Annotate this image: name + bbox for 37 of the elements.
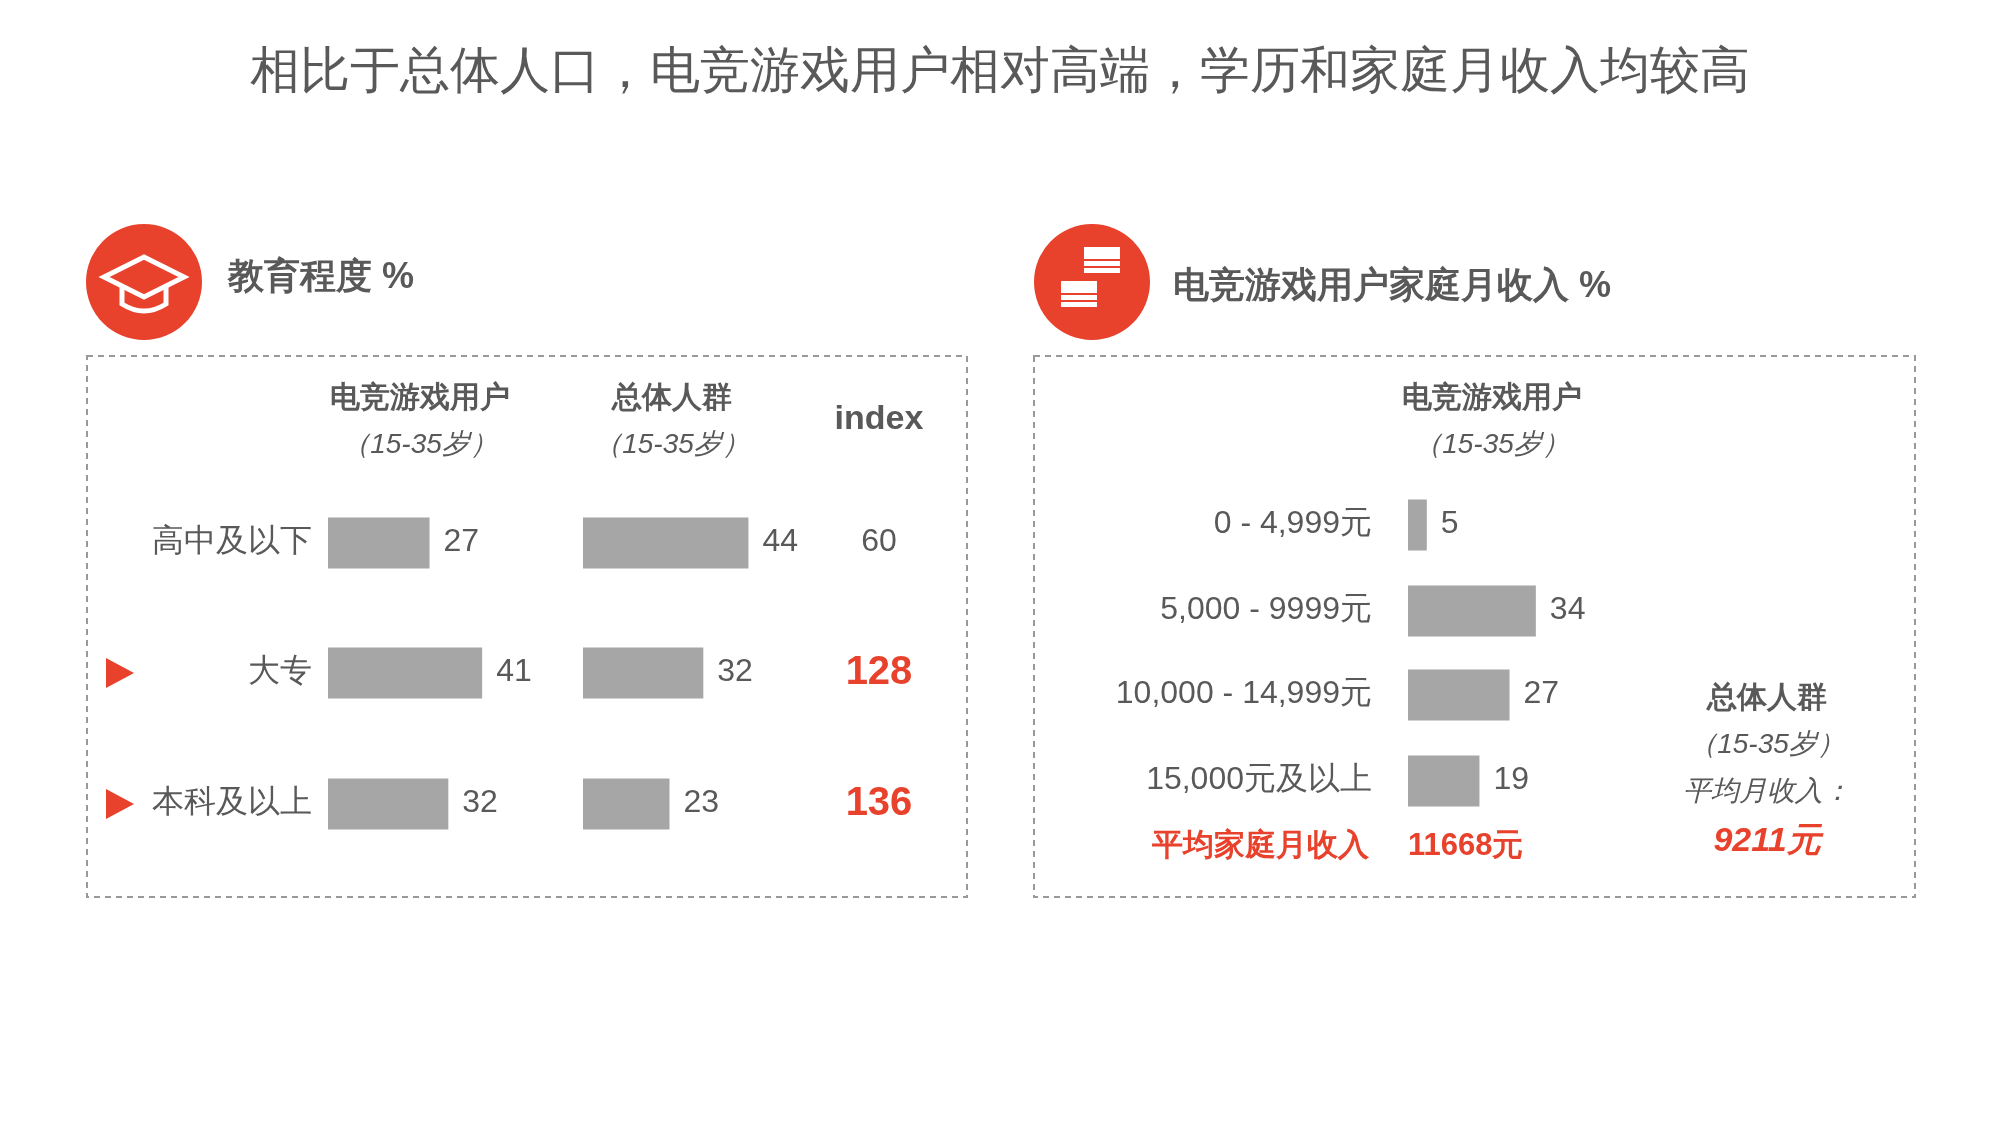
data-label: 44 [762,522,799,559]
bar [1408,499,1427,551]
text: 总体人群 [1706,679,1827,713]
y-tick-label: 高中及以下 [152,522,312,559]
y-tick-label: 15,000元及以上 [1146,760,1372,797]
series-label: 总体人群（15-35岁） [594,379,750,460]
data-label: 41 [496,652,532,689]
text: 128 [845,647,913,692]
data-label: 27 [443,522,480,559]
bar [1408,755,1480,807]
chart-title: 电竞游戏用户家庭月收入 % [1173,263,1612,305]
text: （15-35岁） [1689,728,1845,760]
text: 平均月收入： [1683,775,1851,807]
data-label: 27 [1523,674,1560,711]
chart-subtitle: 教育程度 % [227,254,415,296]
bar [1408,585,1536,637]
series-label: 电竞游戏用户（15-35岁） [330,379,510,460]
text: 相比于总体人口，电竞游戏用户相对高端，学历和家庭月收入均较高 [250,42,1750,99]
y-tick-label: 5,000 - 9999元 [1160,590,1372,627]
text: index [834,397,924,436]
data-label: 32 [717,652,753,689]
y-tick-label: 大专 [248,652,312,689]
text: 9211元 [1713,819,1824,858]
text: 11668元 [1408,827,1524,863]
text: 60 [861,522,897,559]
data-label: 19 [1493,760,1530,797]
bar [1408,669,1510,721]
text: 136 [845,778,913,823]
data-label: 32 [462,783,498,820]
text: 平均家庭月收入 [1151,827,1370,863]
series-label: 电竞游戏用户（15-35岁） [1402,379,1582,460]
data-label: 5 [1440,504,1459,541]
data-label: 23 [683,783,720,820]
y-tick-label: 0 - 4,999元 [1213,504,1372,541]
y-tick-label: 10,000 - 14,999元 [1115,674,1372,711]
y-tick-label: 本科及以上 [152,783,312,820]
data-label: 34 [1549,590,1586,627]
